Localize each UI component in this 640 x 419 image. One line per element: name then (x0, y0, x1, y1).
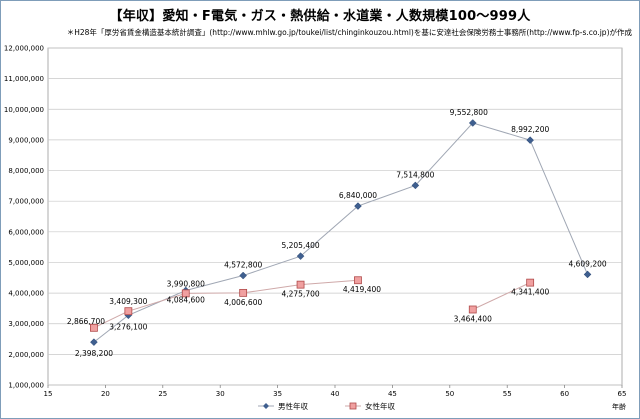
data-point-marker (239, 271, 248, 280)
data-point-marker (124, 307, 133, 316)
legend: 男性年収 女性年収 (258, 401, 395, 411)
y-axis-ticks: 1,000,000 2,000,000 3,000,000 4,000,000 5,00… (4, 45, 44, 390)
data-point-marker (90, 338, 98, 347)
data-point-marker (90, 323, 98, 332)
x-tick-label: 20 (101, 390, 110, 398)
data-point-marker (239, 288, 248, 297)
y-tick-label: 11,000,000 (4, 75, 44, 83)
x-tick-label: 60 (560, 390, 569, 398)
data-label: 4,419,400 (343, 285, 381, 294)
series-line (93, 279, 358, 329)
data-point-marker (296, 280, 305, 289)
data-point-marker (526, 136, 535, 145)
data-label: 3,409,300 (109, 297, 147, 306)
x-tick-label: 30 (216, 390, 225, 398)
data-label: 4,341,400 (511, 288, 549, 297)
data-label: 2,398,200 (75, 349, 113, 358)
data-label: 3,276,100 (109, 322, 147, 331)
data-label: 3,990,800 (167, 279, 205, 288)
data-label: 8,992,200 (511, 125, 549, 134)
data-label: 7,514,800 (396, 170, 434, 179)
x-axis-ticks: 15 20 25 30 35 40 45 50 55 60 65 (44, 385, 627, 398)
x-tick-label: 45 (388, 390, 397, 398)
x-tick-label: 50 (445, 390, 454, 398)
y-tick-label: 9,000,000 (8, 136, 44, 144)
x-tick-label: 40 (331, 390, 340, 398)
legend-marker (263, 403, 269, 409)
data-point-marker (296, 252, 305, 261)
plot-area (47, 47, 623, 386)
data-label: 3,464,400 (454, 314, 492, 323)
series-markers (90, 119, 592, 347)
chart-subtitle: ＊H28年「厚労省賃金構造基本統計調査」(http://www.mhlw.go.… (66, 28, 632, 37)
x-axis-label: 年齢 (612, 402, 626, 411)
data-label: 9,552,800 (450, 108, 488, 117)
data-label: 6,840,000 (339, 191, 377, 200)
data-label: 4,006,600 (224, 298, 262, 307)
y-tick-label: 7,000,000 (8, 198, 44, 206)
y-tick-label: 5,000,000 (8, 259, 44, 267)
data-label: 4,609,200 (568, 259, 606, 268)
data-point-marker (354, 202, 362, 210)
data-point-marker (354, 276, 362, 285)
series-line (93, 122, 589, 343)
data-point-marker (583, 270, 592, 279)
gridlines (48, 47, 622, 386)
chart-title: 【年収】愛知・F電気・ガス・熱供給・水道業・人数規模100～999人 (109, 9, 531, 24)
data-point-marker (468, 305, 477, 314)
series-lines (93, 122, 589, 343)
y-tick-label: 12,000,000 (4, 45, 44, 53)
y-tick-label: 10,000,000 (4, 106, 44, 114)
data-point-marker (526, 278, 535, 287)
data-labels: 2,398,200 3,276,100 4,084,600 4,572,800 5,20… (67, 108, 607, 358)
legend-marker (349, 402, 357, 410)
data-label: 5,205,400 (281, 241, 319, 250)
data-label: 2,866,700 (67, 317, 105, 326)
series-line (472, 282, 531, 310)
data-label: 4,084,600 (167, 295, 205, 304)
y-tick-label: 6,000,000 (8, 228, 44, 236)
x-tick-label: 35 (273, 390, 282, 398)
y-tick-label: 3,000,000 (8, 320, 44, 328)
y-tick-label: 4,000,000 (8, 290, 44, 298)
data-label: 4,572,800 (224, 261, 262, 270)
x-tick-label: 65 (618, 390, 627, 398)
data-point-marker (468, 119, 477, 127)
x-tick-label: 15 (44, 390, 53, 398)
legend-label: 男性年収 (278, 401, 308, 411)
data-label: 4,275,700 (281, 290, 319, 299)
data-point-marker (411, 181, 420, 190)
y-tick-label: 1,000,000 (8, 382, 44, 390)
y-tick-label: 8,000,000 (8, 167, 44, 175)
x-tick-label: 55 (503, 390, 512, 398)
legend-label: 女性年収 (365, 401, 395, 411)
data-point-marker (181, 289, 190, 298)
y-tick-label: 2,000,000 (8, 351, 44, 359)
x-tick-label: 25 (158, 390, 167, 398)
